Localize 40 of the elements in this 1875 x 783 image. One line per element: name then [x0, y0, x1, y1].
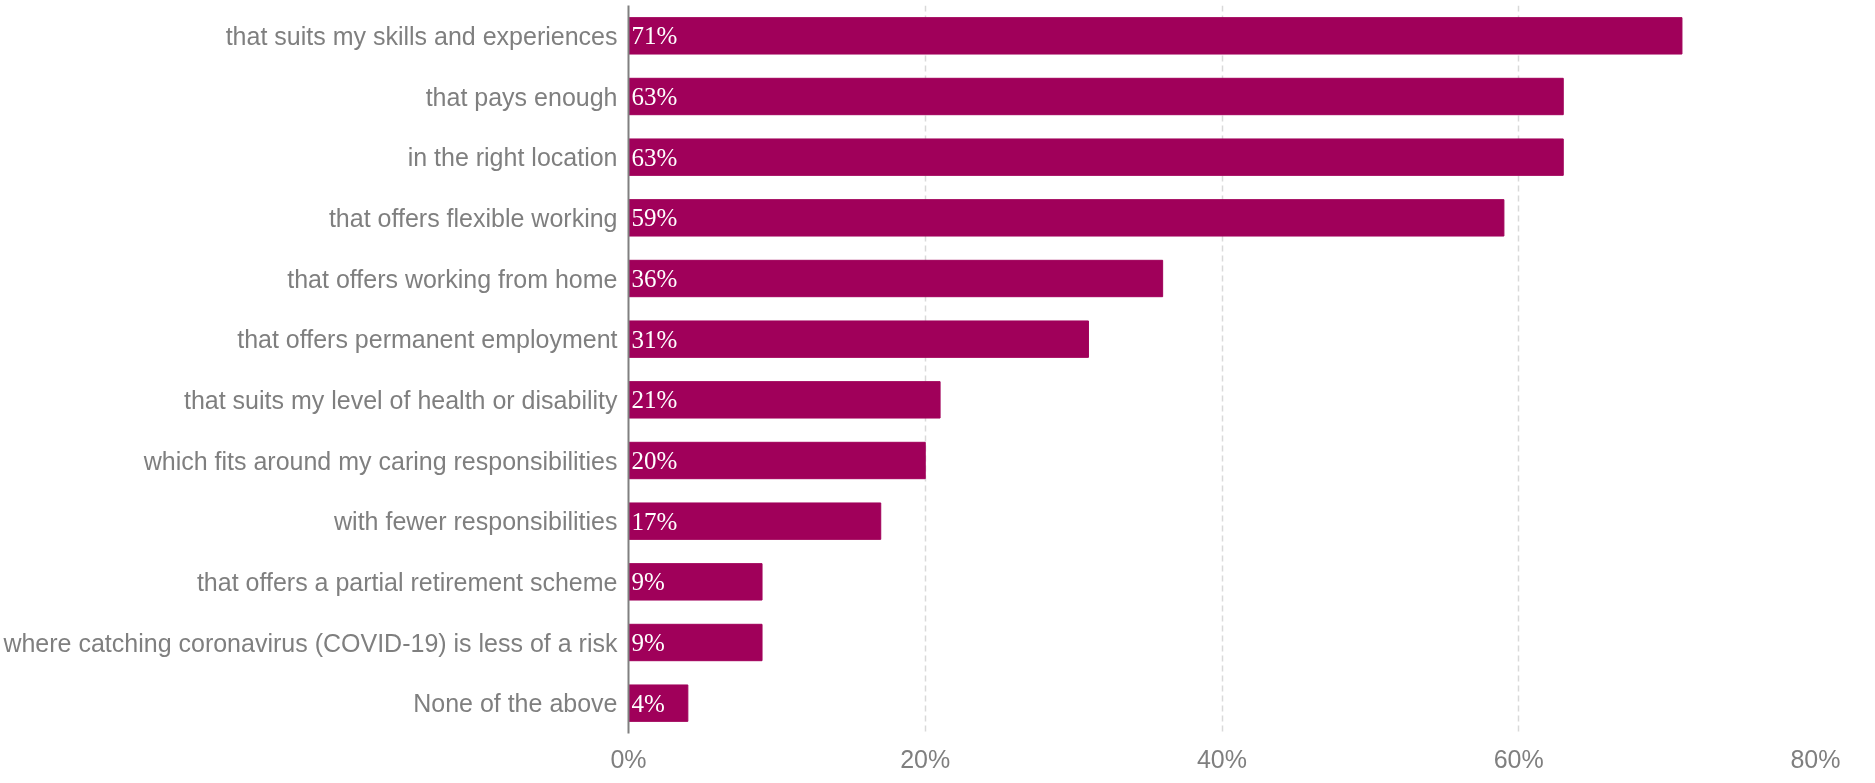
y-tick-label: that offers permanent employment: [237, 325, 618, 354]
data-label: 36%: [631, 265, 678, 292]
y-tick-label: that offers a partial retirement scheme: [196, 567, 618, 596]
bar: [628, 199, 1505, 237]
y-tick-label: that pays enough: [425, 82, 618, 111]
x-tick-label: 0%: [610, 744, 647, 773]
data-label: 9%: [631, 629, 665, 656]
bar: [628, 563, 763, 601]
data-label: 63%: [631, 83, 678, 110]
y-tick-label: that suits my level of health or disability: [183, 385, 618, 414]
y-tick-label: where catching coronavirus (COVID-19) is less of a risk: [2, 628, 618, 657]
data-label: 59%: [631, 204, 678, 232]
bar: [628, 17, 1683, 55]
bar: [628, 259, 1164, 298]
data-label: 17%: [631, 507, 678, 535]
y-tick-label: that offers flexible working: [328, 203, 618, 232]
y-tick-label: that suits my skills and experiences: [225, 21, 618, 50]
data-label: 63%: [631, 143, 678, 171]
bar: [628, 77, 1564, 116]
bar: [628, 320, 1089, 358]
data-label: 20%: [631, 447, 678, 474]
y-tick-label: which fits around my caring responsibilities: [142, 446, 618, 475]
bar: [628, 623, 763, 662]
y-tick-label: with fewer responsibilities: [333, 507, 618, 536]
bar: [628, 441, 926, 480]
y-tick-label: that offers working from home: [287, 264, 618, 293]
x-tick-label: 80%: [1790, 744, 1841, 773]
y-tick-label: None of the above: [413, 689, 618, 718]
bar: [628, 381, 941, 419]
data-label: 9%: [631, 568, 665, 596]
bar: [628, 138, 1564, 176]
data-label: 31%: [631, 325, 678, 353]
x-tick-label: 60%: [1493, 744, 1544, 773]
x-tick-label: 20%: [900, 744, 951, 773]
x-tick-label: 40%: [1196, 744, 1248, 773]
data-label: 4%: [631, 689, 665, 717]
data-label: 21%: [631, 386, 678, 414]
data-label: 71%: [631, 22, 678, 50]
bar: [628, 502, 882, 540]
y-tick-label: in the right location: [407, 143, 618, 172]
